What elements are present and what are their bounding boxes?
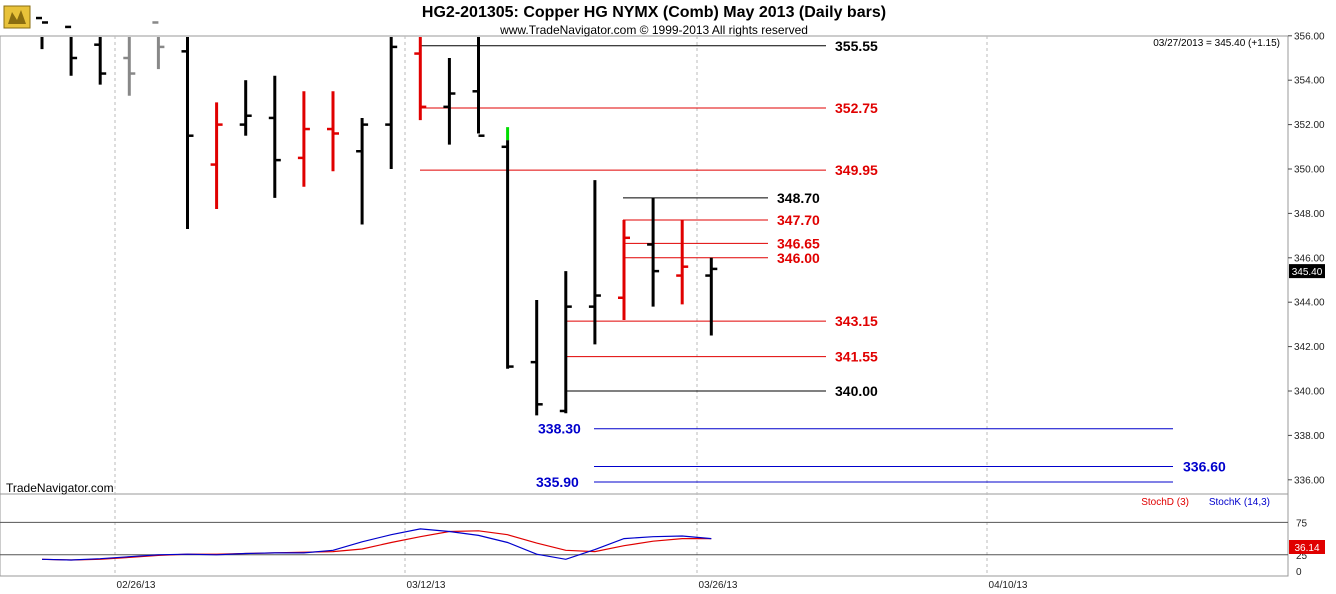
ohlc-bar [152,21,165,70]
ohlc-bar [94,37,107,85]
grid [114,36,988,576]
level-label: 347.70 [777,212,820,228]
y-tick-label: 350.00 [1294,165,1325,176]
stoch-y-tick-label: 75 [1296,518,1308,529]
ohlc-bar [443,58,456,145]
ohlc-bar [647,197,660,307]
level-label: 336.60 [1183,458,1226,474]
stochastic-panel: 75 25 0 [0,518,1308,578]
ohlc-bar [356,117,369,225]
ohlc-bar [501,127,514,369]
watermark: TradeNavigator.com [6,481,114,495]
ohlc-bar [559,271,572,414]
x-tick-label: 04/10/13 [989,580,1028,591]
level-label: 349.95 [835,162,878,178]
y-tick-label: 354.00 [1294,76,1325,87]
ohlc-bar [414,37,427,121]
ohlc-bar [618,220,630,320]
y-tick-label: 344.00 [1294,298,1325,309]
ohlc-bar [36,16,48,50]
stoch-y-tick-label: 0 [1296,567,1302,578]
price-levels: 355.55 352.75 349.95 348.70 347.70 346.65346.… [420,38,1226,490]
stoch-y-tick-label: 25 [1296,551,1308,562]
stoch-series-line [41,528,712,561]
y-tick-label: 356.00 [1294,31,1325,42]
ohlc-bar [327,91,339,172]
price-plot-frame [0,35,1289,495]
ohlc-bar [588,180,601,345]
ohlc-bar [210,102,223,209]
y-tick-label: 346.00 [1294,253,1325,264]
ohlc-bar [65,25,78,76]
stoch-series-line [41,530,712,561]
ohlc-bar [705,257,718,336]
ohlc-bar [530,299,543,416]
price-y-axis: 356.00 354.00 352.00 350.00 348.00 346.00 344.… [1288,31,1325,486]
y-tick-label: 340.00 [1294,387,1325,398]
ohlc-bar [676,220,689,305]
legend-stoch-d: StochD (3) [1141,497,1189,508]
ohlc-bar [239,80,252,136]
level-label: 343.15 [835,313,878,329]
y-tick-label: 342.00 [1294,342,1325,353]
level-label: 338.30 [538,421,581,437]
ohlc-bar [385,37,398,169]
x-tick-label: 03/26/13 [699,580,738,591]
stoch-value-tag-text: 36.14 [1294,543,1319,554]
stoch-plot-frame [0,493,1289,577]
copyright-text: www.TradeNavigator.com © 1999-2013 All r… [499,23,808,37]
ohlc-bar [123,37,136,96]
level-label: 341.55 [835,349,878,365]
y-tick-label: 336.00 [1294,475,1325,486]
ohlc-bar [268,75,281,198]
level-label: 346.00 [777,250,820,266]
level-label: 348.70 [777,190,820,206]
level-label: 340.00 [835,383,878,399]
logo-icon [3,5,31,29]
level-label: 352.75 [835,100,878,116]
level-label: 355.55 [835,38,878,54]
level-label: 346.65 [777,235,820,251]
legend-stoch-k: StochK (14,3) [1209,497,1270,508]
last-price-tag: 345.40 [1289,264,1325,279]
ohlc-bar [181,37,194,229]
last-value-readout: 03/27/2013 = 345.40 (+1.15) [1153,38,1280,49]
x-axis: 02/26/13 03/12/13 03/26/13 04/10/13 [117,580,1028,591]
chart-title: HG2-201305: Copper HG NYMX (Comb) May 20… [422,4,886,21]
x-tick-label: 03/12/13 [407,580,446,591]
x-tick-label: 02/26/13 [117,580,156,591]
y-tick-label: 352.00 [1294,120,1325,131]
y-tick-label: 338.00 [1294,431,1325,442]
stoch-value-tag: 36.14 [1289,540,1325,554]
level-label: 335.90 [536,474,579,490]
y-tick-label: 348.00 [1294,209,1325,220]
ohlc-bar [297,91,310,187]
last-price-tag-text: 345.40 [1292,267,1323,278]
ohlc-bar [472,37,485,137]
price-bars [36,16,718,416]
